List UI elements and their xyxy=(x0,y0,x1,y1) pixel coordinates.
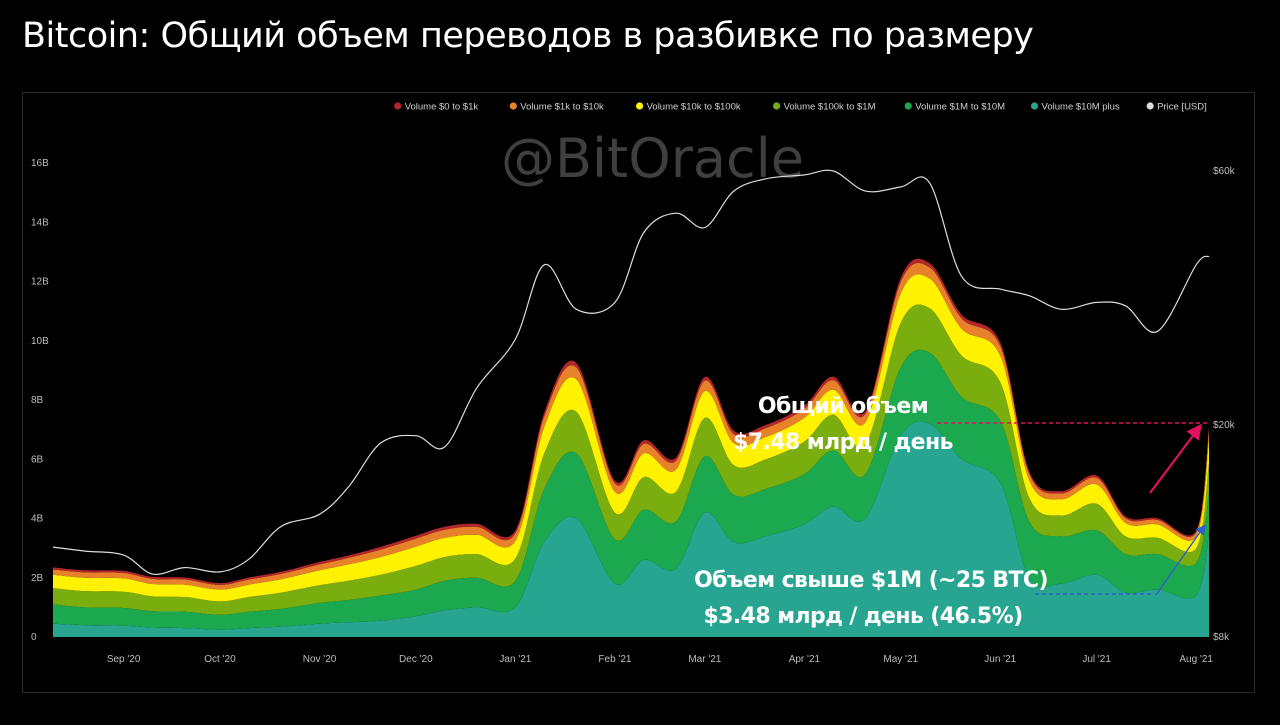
legend-label: Volume $100k to $1M xyxy=(784,102,876,113)
area-layers xyxy=(53,258,1209,637)
y-left-tick-label: 2B xyxy=(31,573,44,584)
legend-swatch xyxy=(1030,102,1039,110)
legend-swatch xyxy=(509,102,517,110)
y-left-tick-label: 4B xyxy=(31,514,44,525)
y-left-tick-label: 0 xyxy=(31,632,37,643)
watermark: @BitOracle xyxy=(501,127,804,190)
legend-swatch xyxy=(773,102,781,110)
legend-label: Volume $1k to $10k xyxy=(520,102,604,113)
legend-label: Volume $10M plus xyxy=(1042,102,1120,113)
chart-frame: @BitOracle Volume $0 to $1k Volume $1k to… xyxy=(22,92,1255,693)
over1m-growth-arrow xyxy=(1155,524,1206,596)
chart-svg: @BitOracle Volume $0 to $1k Volume $1k to… xyxy=(31,102,1236,666)
y-left-tick-label: 12B xyxy=(31,277,49,288)
legend: Volume $0 to $1k Volume $1k to $10k Volume… xyxy=(394,102,1207,113)
y-right-tick-label: $20k xyxy=(1213,420,1236,431)
x-tick-label: Apr '21 xyxy=(789,654,821,665)
y-left-tick-label: 8B xyxy=(31,395,44,406)
page-title: Bitcoin: Общий объем переводов в разбивк… xyxy=(22,16,1034,56)
total-growth-arrow xyxy=(1149,423,1202,494)
x-tick-label: Nov '20 xyxy=(303,654,337,665)
legend-swatch xyxy=(904,102,912,110)
x-tick-label: Feb '21 xyxy=(598,654,631,665)
y-axis-right: $8k $20k $60k xyxy=(1213,166,1236,643)
x-tick-label: Aug '21 xyxy=(1179,654,1213,665)
x-tick-label: Dec '20 xyxy=(399,654,433,665)
y-left-tick-label: 10B xyxy=(31,336,49,347)
area-vol-1m-10m xyxy=(53,349,1209,630)
annotation-total-line2: $7.48 млрд / день xyxy=(733,430,953,455)
annotation-total-line1: Общий объем xyxy=(758,394,928,419)
y-left-tick-label: 6B xyxy=(31,454,44,465)
legend-swatch xyxy=(394,102,402,110)
y-right-tick-label: $60k xyxy=(1213,166,1236,177)
y-right-tick-label: $8k xyxy=(1213,632,1230,643)
area-vol-10m-plus xyxy=(53,421,1209,637)
y-axis-left: 0 2B 4B 6B 8B 10B 12B 14B 16B xyxy=(31,158,49,643)
x-axis: Sep '20 Oct '20 Nov '20 Dec '20 Jan '21 Feb '… xyxy=(107,654,1214,665)
annotation-over1m-line2: $3.48 млрд / день (46.5%) xyxy=(703,604,1022,629)
x-tick-label: Jul '21 xyxy=(1082,654,1111,665)
x-tick-label: Mar '21 xyxy=(688,654,721,665)
x-tick-label: Oct '20 xyxy=(204,654,236,665)
x-tick-label: Jan '21 xyxy=(499,654,531,665)
price-line xyxy=(52,169,1210,576)
y-left-tick-label: 16B xyxy=(31,158,49,169)
x-tick-label: Sep '20 xyxy=(107,654,141,665)
x-tick-label: Jun '21 xyxy=(984,654,1016,665)
legend-label: Volume $10k to $100k xyxy=(647,102,741,113)
y-left-tick-label: 14B xyxy=(31,217,49,228)
legend-label: Volume $0 to $1k xyxy=(405,102,479,113)
legend-swatch xyxy=(636,102,644,110)
legend-swatch xyxy=(1146,102,1154,110)
legend-label: Volume $1M to $10M xyxy=(915,102,1005,113)
x-tick-label: May '21 xyxy=(883,654,918,665)
legend-label: Price [USD] xyxy=(1157,102,1207,113)
annotation-over1m-line1: Объем свыше $1M (~25 BTC) xyxy=(694,568,1048,593)
